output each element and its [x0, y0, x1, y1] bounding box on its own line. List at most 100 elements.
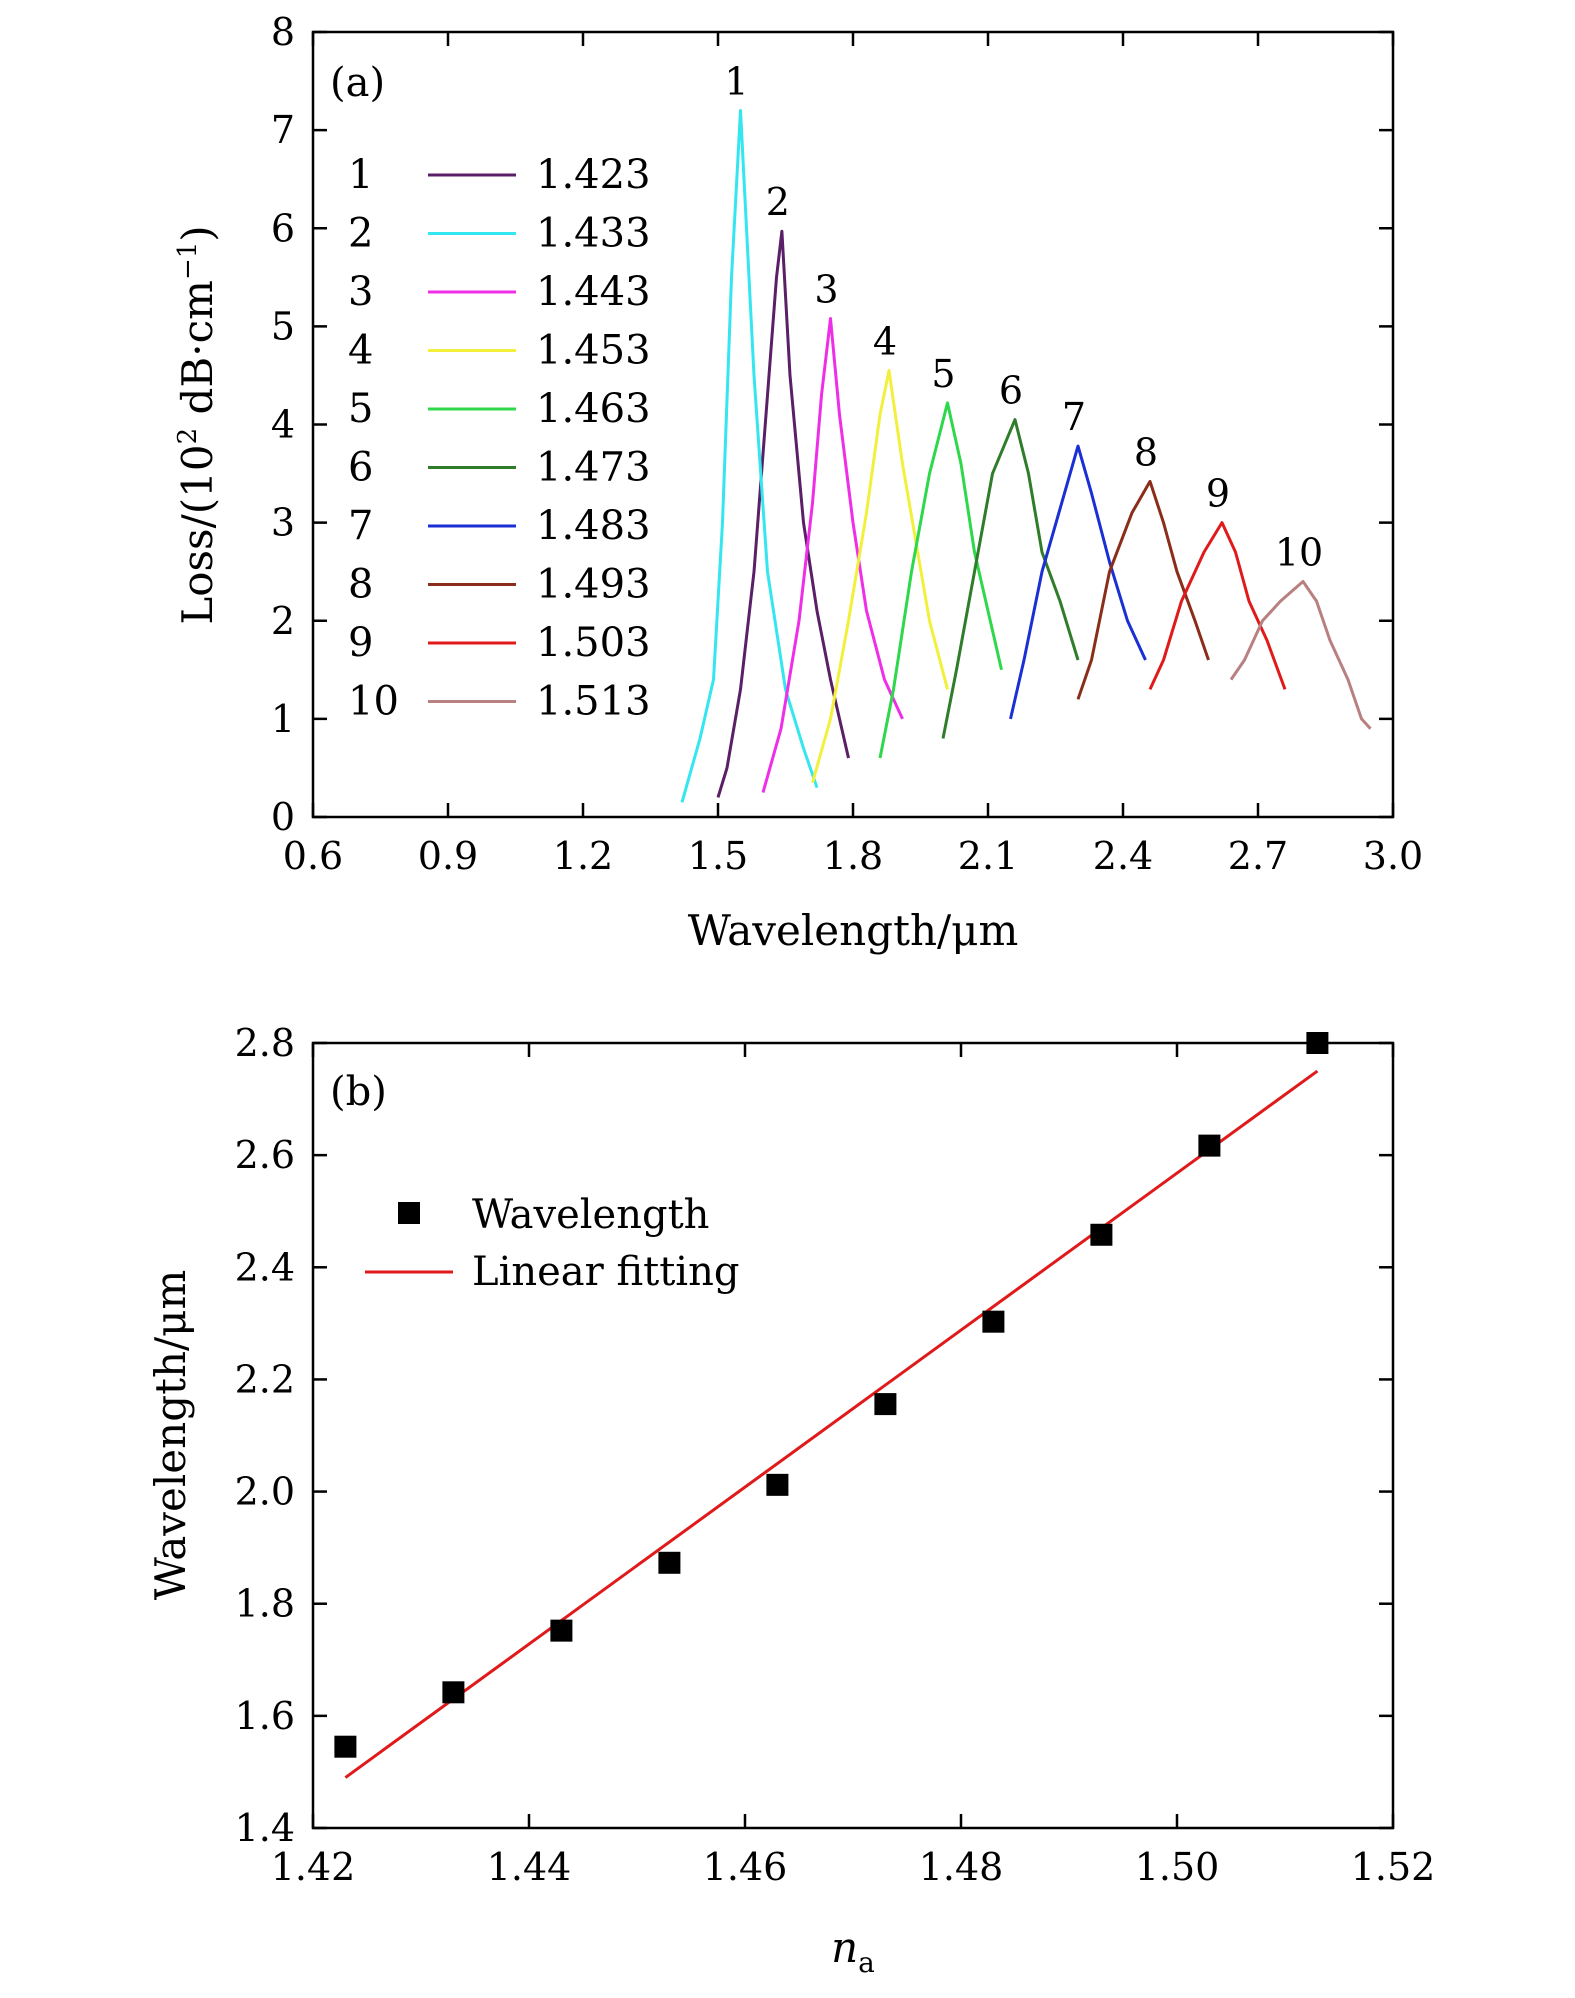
- panel-b-chart: 1.42 1.44 1.46 1.48 1.50 1.52 1.4 1.6 1.8 2.0 2.2 2…: [146, 1021, 1435, 1979]
- panel-a-x-tick-label: 0.6: [283, 834, 343, 878]
- panel-b-y-tick-label: 2.8: [235, 1021, 295, 1065]
- y-label-sup2: −1: [173, 242, 203, 280]
- panel-b-x-tick-label: 1.42: [271, 1845, 356, 1889]
- panel-a-x-axis-label: Wavelength/μm: [688, 906, 1019, 955]
- wavelength-marker: [658, 1551, 681, 1574]
- legend-index-3: 3: [348, 269, 373, 315]
- loss-curve-8: [1076, 479, 1210, 700]
- legend-index-8: 8: [348, 562, 373, 608]
- panel-b-plot-frame: [311, 1041, 1395, 1830]
- legend-value-8: 1.493: [536, 562, 651, 608]
- legend-value-2: 1.433: [536, 211, 651, 257]
- panel-a-legend: 1 1.423 2 1.433 3 1.443 4 1.453 5 1.463 6 1.473 7 1.4…: [348, 152, 651, 725]
- panel-b-y-tick-label: 1.8: [235, 1582, 295, 1626]
- loss-curve-4: [811, 369, 949, 784]
- panel-a-x-tick-label: 2.4: [1093, 834, 1153, 878]
- peak-label-6: 6: [999, 369, 1023, 413]
- panel-b-x-axis-label: na: [831, 1923, 875, 1979]
- peak-label-8: 8: [1134, 430, 1158, 474]
- loss-curve-7: [1009, 444, 1147, 720]
- panel-a-peak-labels: 2 1 345 67 8 9 10: [724, 60, 1323, 575]
- legend-value-7: 1.483: [536, 503, 651, 549]
- panel-b-y-axis-label: Wavelength/μm: [146, 1270, 195, 1601]
- panel-b-y-tick-label: 1.4: [235, 1806, 295, 1850]
- legend-index-6: 6: [348, 445, 373, 491]
- panel-a-plot-frame: [311, 30, 1395, 819]
- wavelength-marker: [1306, 1032, 1329, 1054]
- peak-label-1: 1: [724, 60, 748, 104]
- panel-a-y-tick-label: 5: [271, 304, 295, 348]
- legend-label-linear-fitting: Linear fitting: [472, 1249, 739, 1295]
- panel-a-y-tick-label: 2: [271, 599, 295, 643]
- wavelength-marker: [982, 1310, 1005, 1333]
- legend-value-1: 1.423: [536, 152, 651, 198]
- loss-curve-3: [761, 317, 904, 793]
- legend-value-6: 1.473: [536, 445, 651, 491]
- y-label-mid: dB·cm: [173, 280, 222, 428]
- panel-b-y-tick-label: 2.6: [235, 1133, 295, 1177]
- legend-marker-wavelength: [398, 1202, 420, 1224]
- wavelength-marker: [334, 1735, 357, 1758]
- legend-value-5: 1.463: [536, 386, 651, 432]
- panel-a-y-tick-label: 1: [271, 697, 295, 741]
- peak-label-5: 5: [931, 352, 955, 396]
- wavelength-marker: [766, 1473, 789, 1496]
- wavelength-marker: [1198, 1134, 1221, 1157]
- legend-index-9: 9: [348, 620, 373, 666]
- panel-a-x-tick-label: 1.2: [553, 834, 613, 878]
- panel-b-y-tick-label: 2.4: [235, 1245, 295, 1289]
- y-label-pre: Loss/(10: [173, 444, 222, 624]
- peak-label-4: 4: [873, 320, 897, 364]
- panel-b-y-tick-label: 2.0: [235, 1470, 295, 1514]
- legend-index-5: 5: [348, 386, 373, 432]
- wavelength-marker: [874, 1393, 897, 1416]
- panel-a-y-axis-label: Loss/(102 dB·cm−1): [173, 225, 222, 624]
- loss-curve-5: [878, 401, 1003, 759]
- panel-a-y-tick-label: 3: [271, 501, 295, 545]
- panel-a-y-tick-label: 7: [271, 108, 295, 152]
- peak-label-7: 7: [1062, 395, 1086, 439]
- panel-b-series: [334, 1032, 1329, 1779]
- panel-b-ticks: 1.42 1.44 1.46 1.48 1.50 1.52 1.4 1.6 1.8 2.0 2.2 2…: [235, 1021, 1436, 1889]
- panel-b-label: (b): [330, 1069, 387, 1115]
- legend-value-9: 1.503: [536, 620, 651, 666]
- legend-index-7: 7: [348, 503, 373, 549]
- legend-value-3: 1.443: [536, 269, 651, 315]
- peak-label-10: 10: [1275, 531, 1323, 575]
- legend-value-10: 1.513: [536, 679, 651, 725]
- legend-index-1: 1: [348, 152, 373, 198]
- linear-fit-line: [344, 1069, 1319, 1779]
- x-label-sub: a: [858, 1946, 875, 1979]
- legend-index-2: 2: [348, 211, 373, 257]
- loss-curve-10: [1229, 580, 1372, 730]
- legend-index-10: 10: [348, 679, 399, 725]
- panel-a-y-tick-label: 4: [271, 403, 295, 447]
- panel-a-y-tick-label: 0: [271, 795, 295, 839]
- x-label-n: n: [831, 1923, 858, 1972]
- panel-a-y-tick-label: 8: [271, 10, 295, 54]
- panel-a-x-tick-label: 0.9: [418, 834, 478, 878]
- loss-curve-1: [716, 229, 850, 798]
- y-label-post: ): [173, 225, 222, 241]
- panel-a-x-tick-label: 1.8: [823, 834, 883, 878]
- legend-label-wavelength: Wavelength: [472, 1192, 709, 1238]
- panel-a-x-tick-label: 3.0: [1363, 834, 1423, 878]
- panel-b-legend: Wavelength Linear fitting: [365, 1192, 739, 1295]
- loss-curve-2: [680, 109, 819, 803]
- panel-b-x-tick-label: 1.46: [703, 1845, 788, 1889]
- panel-a-x-tick-label: 1.5: [688, 834, 748, 878]
- panel-b-x-tick-label: 1.48: [919, 1845, 1004, 1889]
- legend-value-4: 1.453: [536, 328, 651, 374]
- panel-b-x-tick-label: 1.52: [1351, 1845, 1436, 1889]
- y-label-sup1: 2: [173, 428, 203, 445]
- peak-label-3: 3: [814, 268, 838, 312]
- panel-a-label: (a): [330, 60, 385, 106]
- panel-b-y-tick-label: 2.2: [235, 1357, 295, 1401]
- wavelength-marker: [442, 1681, 465, 1704]
- panel-a-y-tick-label: 6: [271, 206, 295, 250]
- panel-b-x-tick-label: 1.44: [487, 1845, 572, 1889]
- legend-index-4: 4: [348, 328, 373, 374]
